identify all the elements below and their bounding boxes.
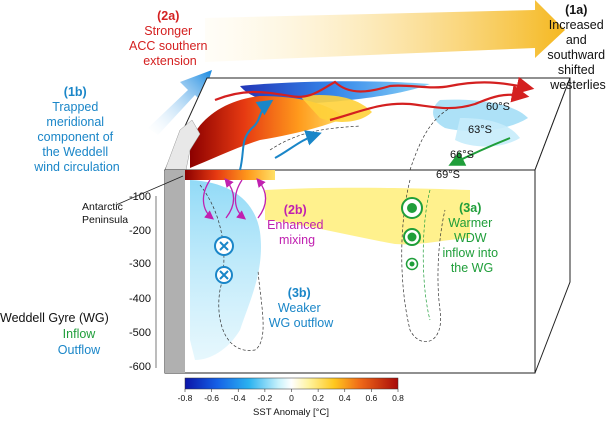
colorbar-tick-label: 0.6	[365, 393, 377, 403]
depth-tick-label: -500	[129, 327, 151, 339]
surface-contour-1	[269, 125, 361, 151]
inflow-symbol-2	[403, 228, 421, 246]
depth-tick-label: -300	[129, 258, 151, 270]
colorbar-gradient	[184, 377, 399, 390]
wg-outflow-arrow-2	[274, 130, 322, 159]
peninsula-wall	[165, 170, 185, 373]
box-side-face	[534, 77, 571, 374]
wg-legend-inflow: Inflow	[63, 327, 97, 341]
colorbar-tick-label: 0.8	[392, 393, 404, 403]
colorbar-label: SST Anomaly [°C]	[253, 407, 329, 418]
wg-legend-outflow: Outflow	[58, 343, 101, 357]
latitude-labels: 60°S 63°S 66°S 69°S	[436, 101, 510, 181]
label-1b: (1b) Trapped meridional component of the…	[33, 85, 120, 174]
colorbar-tick-label: 0.2	[312, 393, 324, 403]
label-3b: (3b) Weaker WG outflow	[269, 286, 335, 330]
colorbar-tick-label: -0.2	[258, 393, 273, 403]
outflow-symbol-2	[215, 266, 233, 284]
wdw-inflow-arrow	[448, 137, 511, 166]
colorbar-tick-label: -0.8	[178, 393, 193, 403]
latitude-label: 69°S	[436, 169, 460, 181]
wg-outflow-arrow-1	[239, 99, 274, 171]
sst-warm-patch	[190, 96, 345, 168]
latitude-label: 66°S	[450, 149, 474, 161]
outflow-symbol-1	[214, 236, 234, 256]
label-2a: (2a) Stronger ACC southern extension	[129, 9, 211, 68]
depth-axis: -100 -200 -300 -400 -500 -600	[129, 191, 157, 373]
colorbar: -0.8 -0.6 -0.4 -0.2 0 0.2 0.4 0.6 0.8 SST Anomal…	[178, 377, 404, 418]
sst-light-blue-patch-2	[455, 118, 520, 147]
latitude-label: 60°S	[486, 101, 510, 113]
mixing-loop-1	[202, 179, 215, 220]
colorbar-ticks: -0.8 -0.6 -0.4 -0.2 0 0.2 0.4 0.6 0.8	[178, 389, 404, 403]
depth-tick-label: -200	[129, 225, 151, 237]
label-1a: (1a) Increased and southward shifted wes…	[547, 3, 607, 92]
label-3a: (3a) Warmer WDW inflow into the WG	[442, 201, 501, 275]
colorbar-tick-label: -0.6	[204, 393, 219, 403]
depth-tick-label: -100	[129, 191, 151, 203]
front-contour-2	[401, 179, 446, 343]
mixing-loop-4	[256, 178, 267, 219]
mixing-loop-3	[234, 179, 247, 220]
front-contour-1	[199, 184, 264, 351]
colorbar-tick-label: -0.4	[231, 393, 246, 403]
inflow-symbol-3	[405, 257, 419, 271]
colorbar-tick-label: 0	[289, 393, 294, 403]
sst-warm-tongue	[300, 94, 372, 122]
acc-current-arrow	[214, 76, 535, 102]
acc-current-arrow-2	[329, 85, 530, 122]
weddell-wind-arrow	[148, 70, 212, 135]
westerlies-wind-arrow	[205, 0, 565, 62]
antarctic-pointer	[115, 175, 184, 206]
colorbar-tick-label: 0.4	[339, 393, 351, 403]
depth-tick-label: -400	[129, 293, 151, 305]
inflow-symbol-1	[401, 197, 423, 219]
front-warm-band	[185, 170, 275, 180]
wg-legend-title: Weddell Gyre (WG)	[0, 311, 109, 325]
label-2b: (2b) Enhanced mixing	[267, 203, 327, 247]
antarctic-peninsula-label: Antarctic Peninsula	[82, 201, 128, 226]
latitude-label: 63°S	[468, 124, 492, 136]
surface-contour-2	[409, 107, 451, 171]
depth-tick-label: -600	[129, 361, 151, 373]
mixing-loop-2	[224, 178, 235, 219]
